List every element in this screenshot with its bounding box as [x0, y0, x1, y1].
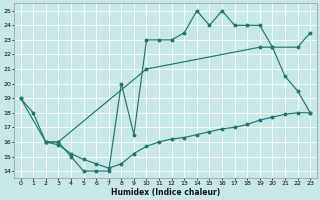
X-axis label: Humidex (Indice chaleur): Humidex (Indice chaleur) — [111, 188, 220, 197]
